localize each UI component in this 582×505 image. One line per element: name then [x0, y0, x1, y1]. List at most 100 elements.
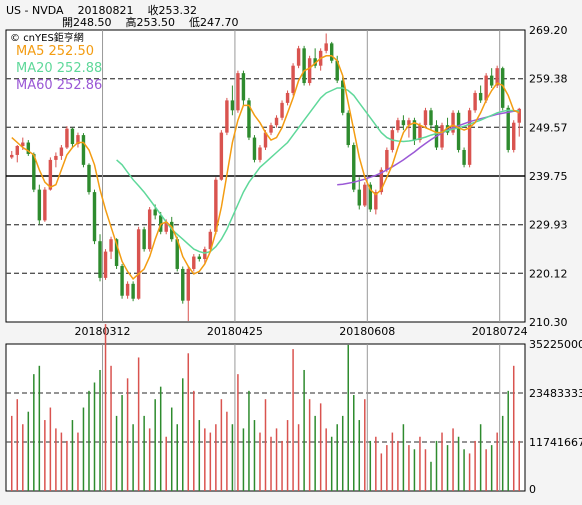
candle-body	[495, 68, 499, 86]
ma20-line	[116, 87, 520, 254]
y-tick-label: 259.38	[529, 73, 568, 86]
volume-bar	[490, 445, 493, 491]
y-tick-label: 210.30	[529, 316, 568, 329]
quote-date: 20180821	[77, 4, 134, 17]
candle-body	[114, 239, 119, 266]
volume-bar	[27, 411, 30, 491]
candle-body	[252, 137, 257, 160]
candle-body	[21, 142, 25, 147]
candle-body	[291, 65, 295, 93]
volume-bar	[419, 436, 421, 491]
volume-bar	[446, 445, 449, 491]
candle-body	[407, 120, 411, 126]
candle-body	[269, 125, 273, 133]
legend-ma60: MA60 252.86	[16, 78, 103, 93]
volume-bar	[341, 415, 344, 491]
volume-bars	[11, 324, 520, 491]
volume-bar	[457, 436, 460, 491]
volume-bar	[187, 353, 190, 491]
volume-bar	[353, 395, 355, 491]
volume-bar	[38, 365, 41, 491]
y-tick-label: 239.75	[529, 170, 568, 183]
candle-body	[263, 132, 268, 148]
volume-bar	[204, 428, 206, 491]
candle-body	[302, 48, 306, 84]
volume-bar	[154, 399, 156, 491]
candle-body	[170, 221, 174, 240]
volume-bar	[275, 428, 278, 491]
candle-body	[462, 149, 466, 165]
volume-bar	[463, 449, 465, 491]
volume-bar	[375, 436, 377, 491]
candle-body	[412, 120, 417, 141]
volume-bar	[93, 382, 96, 491]
candle-body	[401, 120, 406, 126]
volume-bar	[126, 378, 129, 491]
price-y-axis: 269.20 259.38 249.57 239.75 229.93 220.12 210.…	[529, 24, 568, 329]
candle-body	[15, 146, 19, 155]
volume-bar	[402, 424, 405, 491]
candle-body	[363, 184, 367, 206]
volume-bar	[468, 453, 471, 491]
candle-body	[37, 189, 42, 221]
candle-body	[512, 122, 516, 150]
candle-body	[219, 132, 224, 180]
ma5-line	[11, 55, 520, 281]
candle-body	[43, 189, 47, 221]
candle-body	[467, 110, 472, 165]
y-tick-label: 35225000	[529, 338, 582, 351]
volume-bar	[115, 415, 118, 491]
y-tick-label: 11741667	[529, 436, 582, 449]
volume-bar	[264, 399, 267, 491]
volume-bar	[512, 365, 515, 491]
candle-body	[59, 147, 64, 156]
candle-body	[489, 75, 494, 86]
candle-body	[280, 102, 284, 118]
candle-body	[175, 239, 179, 269]
volume-bar	[82, 407, 85, 491]
volume-bar	[71, 420, 74, 491]
volume-bar	[441, 432, 443, 491]
candle-body	[26, 142, 31, 154]
volume-bar	[391, 432, 394, 491]
x-tick-label: 20180608	[339, 325, 395, 338]
price-gridlines	[6, 78, 525, 274]
candle-body	[374, 192, 378, 210]
y-tick-label: 249.57	[529, 121, 568, 134]
volume-bar	[330, 436, 333, 491]
volume-bar	[347, 344, 349, 491]
volume-bar	[474, 440, 476, 491]
volume-bar	[413, 449, 416, 491]
y-tick-label: 23483333	[529, 387, 582, 400]
volume-bar	[226, 411, 228, 491]
volume-bar	[303, 369, 305, 491]
candle-body	[103, 251, 108, 278]
volume-bar	[148, 428, 151, 491]
volume-bar	[215, 424, 217, 491]
candle-body	[368, 184, 373, 210]
candle-body	[186, 268, 190, 301]
volume-bar	[170, 407, 173, 491]
candle-body	[208, 231, 213, 250]
volume-bar	[220, 399, 223, 491]
volume-bar	[248, 390, 250, 491]
volume-bar	[77, 432, 79, 491]
volume-bar	[281, 440, 283, 491]
candle-body	[54, 155, 58, 160]
candle-body	[473, 92, 477, 111]
candle-body	[313, 58, 317, 66]
candle-body	[147, 209, 152, 250]
candle-body	[296, 48, 301, 66]
header-line-2: 開248.50 高253.50 低247.70	[62, 16, 239, 29]
volume-bar	[424, 449, 427, 491]
volume-bar	[518, 440, 520, 491]
volume-bar	[104, 324, 107, 491]
candle-body	[456, 112, 461, 150]
candle-body	[192, 256, 196, 269]
candle-body	[506, 107, 510, 150]
candle-body	[92, 192, 97, 242]
volume-bar	[253, 420, 256, 491]
volume-bar	[485, 449, 487, 491]
y-tick-label: 229.93	[529, 219, 568, 232]
